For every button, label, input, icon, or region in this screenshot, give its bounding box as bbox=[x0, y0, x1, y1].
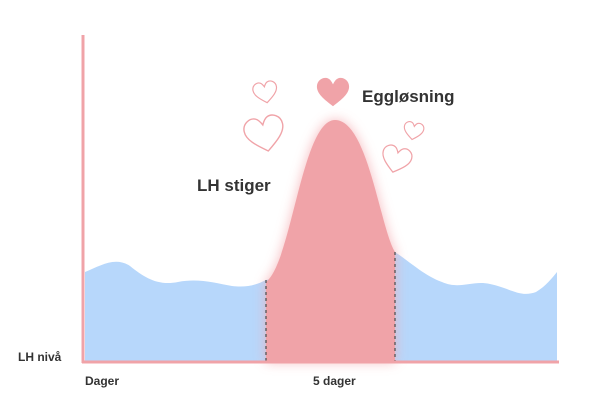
heart-outline bbox=[377, 142, 415, 177]
window-label: 5 dager bbox=[313, 374, 356, 388]
heart-filled bbox=[316, 77, 350, 107]
heart-outline bbox=[241, 112, 289, 156]
y-axis-label: LH nivå bbox=[18, 350, 62, 364]
peak-area bbox=[266, 120, 395, 362]
heart-outline bbox=[401, 120, 426, 142]
ovulation-label: Eggløsning bbox=[362, 87, 455, 106]
rise-label: LH stiger bbox=[197, 176, 271, 195]
x-axis-label: Dager bbox=[85, 374, 119, 388]
heart-outline bbox=[251, 79, 280, 106]
